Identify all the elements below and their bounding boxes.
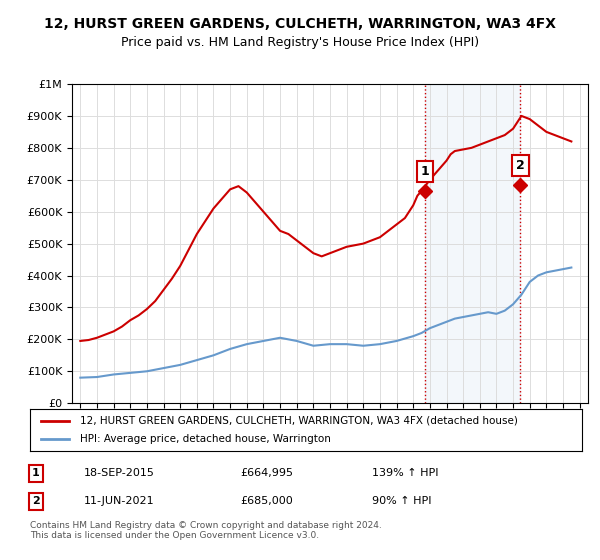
Text: 2: 2 [516, 159, 525, 172]
Text: Price paid vs. HM Land Registry's House Price Index (HPI): Price paid vs. HM Land Registry's House … [121, 36, 479, 49]
Text: 139% ↑ HPI: 139% ↑ HPI [372, 468, 439, 478]
Text: 18-SEP-2015: 18-SEP-2015 [84, 468, 155, 478]
Text: 12, HURST GREEN GARDENS, CULCHETH, WARRINGTON, WA3 4FX: 12, HURST GREEN GARDENS, CULCHETH, WARRI… [44, 17, 556, 31]
Text: 90% ↑ HPI: 90% ↑ HPI [372, 496, 431, 506]
Text: 11-JUN-2021: 11-JUN-2021 [84, 496, 155, 506]
Text: 1: 1 [32, 468, 40, 478]
Text: HPI: Average price, detached house, Warrington: HPI: Average price, detached house, Warr… [80, 434, 331, 444]
Text: 1: 1 [421, 165, 430, 178]
Text: 12, HURST GREEN GARDENS, CULCHETH, WARRINGTON, WA3 4FX (detached house): 12, HURST GREEN GARDENS, CULCHETH, WARRI… [80, 416, 518, 426]
Text: 2: 2 [32, 496, 40, 506]
Text: Contains HM Land Registry data © Crown copyright and database right 2024.
This d: Contains HM Land Registry data © Crown c… [30, 521, 382, 540]
Text: £664,995: £664,995 [240, 468, 293, 478]
Bar [425, 84, 520, 403]
Text: £685,000: £685,000 [240, 496, 293, 506]
